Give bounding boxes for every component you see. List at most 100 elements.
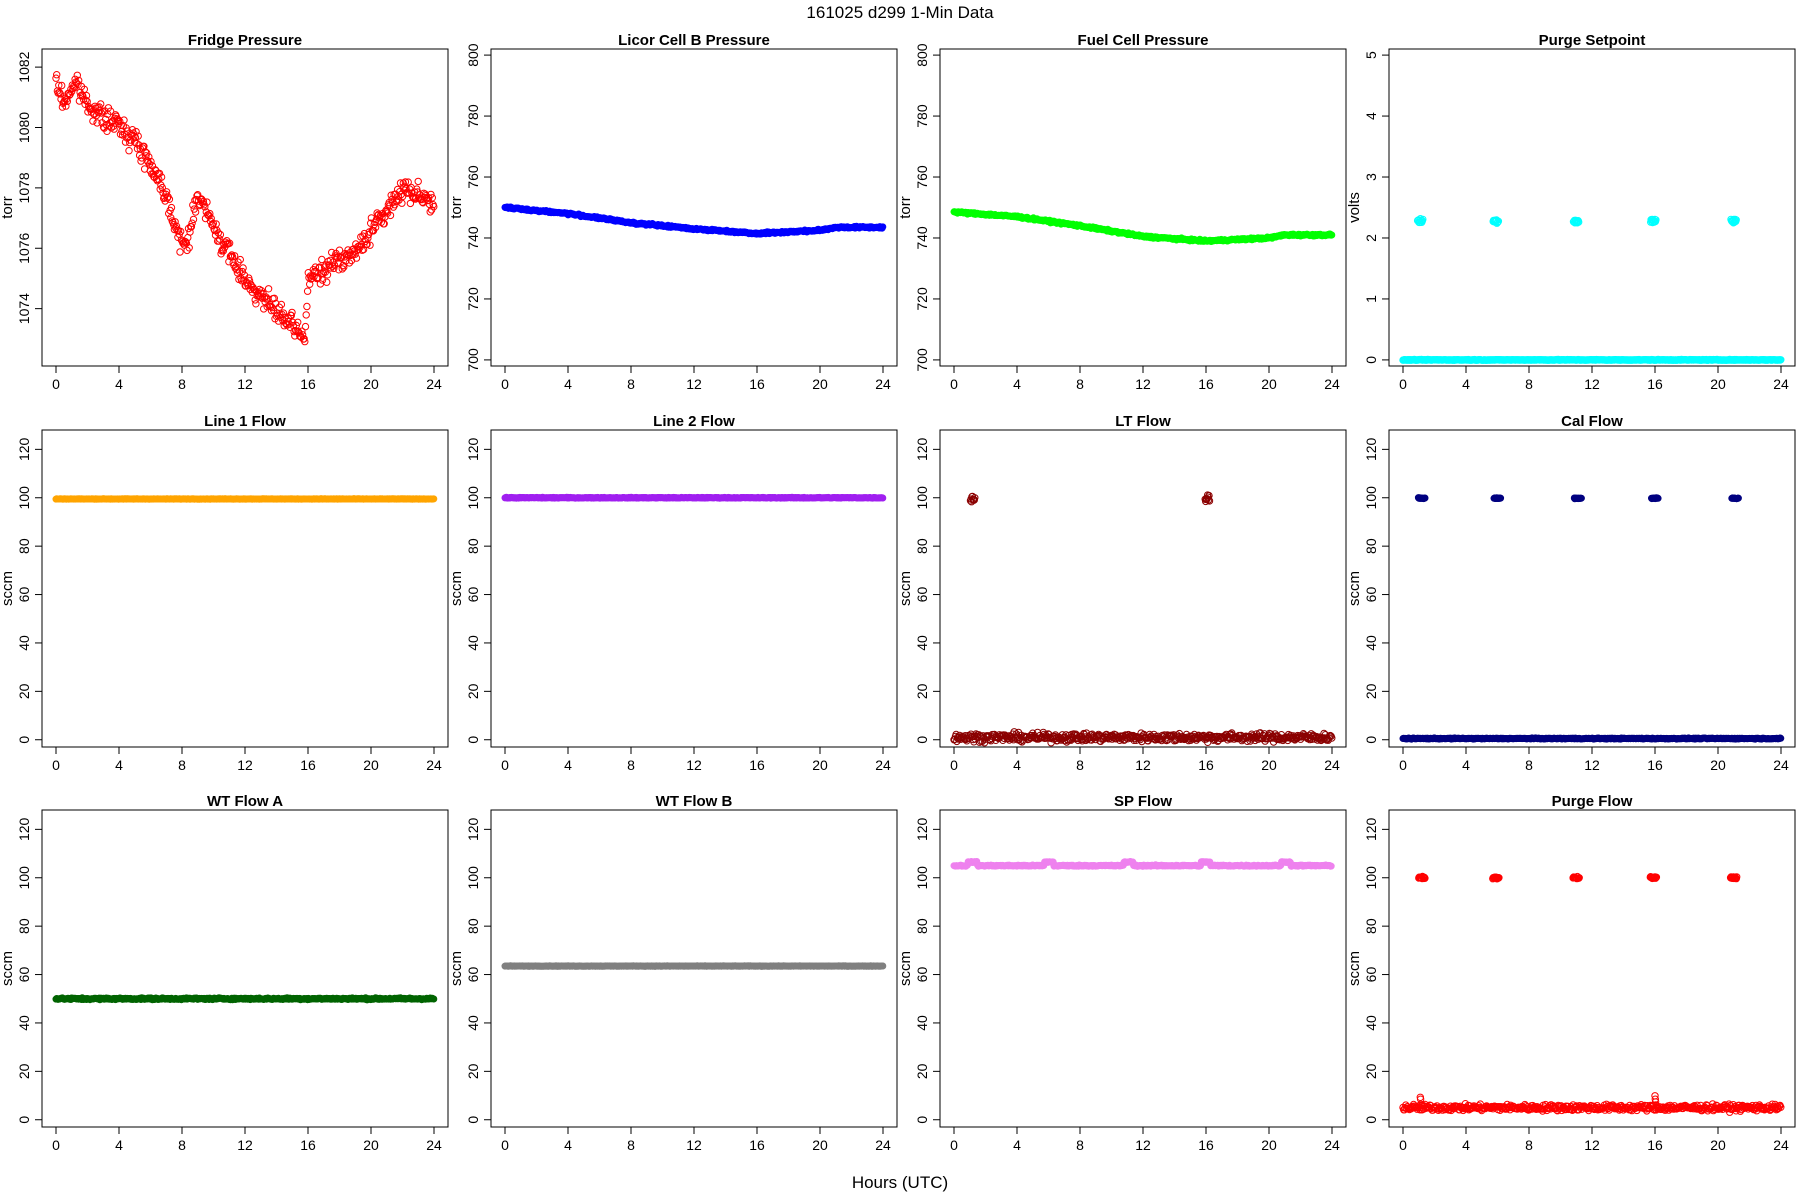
data-point — [101, 115, 110, 124]
plot-frame — [939, 429, 1347, 748]
data-point — [1734, 494, 1742, 502]
y-tick-label: 700 — [914, 348, 930, 372]
x-tick-label: 12 — [686, 376, 702, 392]
y-tick-label: 120 — [1363, 437, 1379, 461]
y-tick-label: 700 — [465, 348, 481, 372]
data-point — [197, 195, 206, 203]
y-tick-label: 760 — [914, 165, 930, 189]
x-tick-label: 20 — [812, 376, 828, 392]
y-tick-label: 5 — [1363, 51, 1379, 59]
x-tick-label: 0 — [1399, 757, 1407, 773]
y-tick-label: 60 — [465, 587, 481, 603]
x-tick-label: 24 — [1773, 757, 1789, 773]
x-tick-label: 0 — [950, 757, 958, 773]
x-tick-label: 12 — [686, 757, 702, 773]
y-tick-label: 760 — [465, 165, 481, 189]
data-point — [264, 285, 273, 293]
data-point — [323, 278, 331, 286]
y-axis-label: torr — [0, 196, 16, 219]
y-tick-label: 0 — [16, 736, 32, 744]
y-tick-label: 20 — [914, 683, 930, 699]
data-point — [93, 119, 101, 127]
x-tick-label: 12 — [1135, 376, 1151, 392]
data-point — [89, 117, 97, 125]
data-point — [172, 222, 181, 230]
data-point — [56, 90, 64, 98]
data-point — [352, 254, 361, 262]
data-point — [63, 97, 72, 106]
data-point — [311, 263, 320, 271]
data-point — [298, 331, 307, 339]
data-point — [288, 308, 296, 317]
x-tick-label: 16 — [1198, 757, 1214, 773]
panel-title: Fuel Cell Pressure — [1078, 32, 1209, 49]
data-point — [97, 100, 105, 108]
data-point — [55, 81, 63, 90]
data-point — [287, 311, 295, 320]
x-tick-label: 4 — [564, 757, 572, 773]
y-tick-label: 780 — [914, 104, 930, 128]
y-axis-label: sccm — [897, 571, 914, 606]
x-tick-label: 0 — [52, 757, 60, 773]
x-tick-label: 24 — [875, 376, 891, 392]
x-tick-label: 12 — [1135, 757, 1151, 773]
x-tick-label: 16 — [300, 376, 316, 392]
x-tick-label: 0 — [52, 376, 60, 392]
panel-title: Line 1 Flow — [204, 413, 286, 430]
data-point — [323, 271, 332, 279]
data-point — [413, 185, 421, 193]
x-tick-label: 24 — [1324, 757, 1340, 773]
y-tick-label: 0 — [1363, 356, 1379, 364]
data-point — [80, 85, 89, 94]
x-tick-label: 0 — [1399, 376, 1407, 392]
data-points — [1399, 215, 1785, 364]
data-point — [316, 280, 325, 288]
plot-frame — [939, 48, 1347, 367]
y-tick-label: 1 — [1363, 295, 1379, 303]
panel-title: WT Flow A — [207, 793, 283, 810]
data-point — [53, 71, 61, 79]
data-points — [950, 491, 1336, 747]
data-point — [879, 223, 887, 231]
data-point — [389, 198, 397, 207]
data-point — [75, 76, 83, 85]
data-point — [366, 241, 374, 249]
data-point — [427, 190, 435, 199]
y-tick-label: 120 — [16, 437, 32, 461]
x-tick-label: 0 — [501, 376, 509, 392]
data-point — [238, 267, 247, 276]
y-axis-label: torr — [448, 196, 465, 219]
x-tick-label: 24 — [426, 757, 442, 773]
x-tick-label: 20 — [1261, 757, 1277, 773]
x-tick-label: 16 — [749, 757, 765, 773]
y-tick-label: 120 — [914, 437, 930, 461]
data-point — [191, 208, 200, 216]
y-tick-label: 3 — [1363, 173, 1379, 181]
data-point — [73, 71, 82, 80]
y-tick-label: 1076 — [16, 232, 32, 263]
x-tick-label: 8 — [1525, 757, 1533, 773]
data-point — [82, 96, 90, 105]
data-points — [950, 208, 1336, 246]
data-point — [206, 209, 214, 218]
data-point — [313, 274, 322, 282]
y-tick-label: 40 — [914, 635, 930, 651]
data-point — [252, 300, 260, 308]
y-tick-label: 740 — [914, 226, 930, 250]
y-tick-label: 20 — [465, 683, 481, 699]
data-point — [338, 265, 346, 273]
y-tick-label: 1078 — [16, 172, 32, 203]
y-axis-label: sccm — [0, 951, 16, 986]
y-axis-label: volts — [1346, 192, 1363, 223]
data-point — [294, 318, 302, 326]
data-point — [260, 294, 269, 302]
data-point — [302, 311, 310, 319]
y-tick-label: 60 — [914, 587, 930, 603]
data-point — [303, 302, 311, 311]
